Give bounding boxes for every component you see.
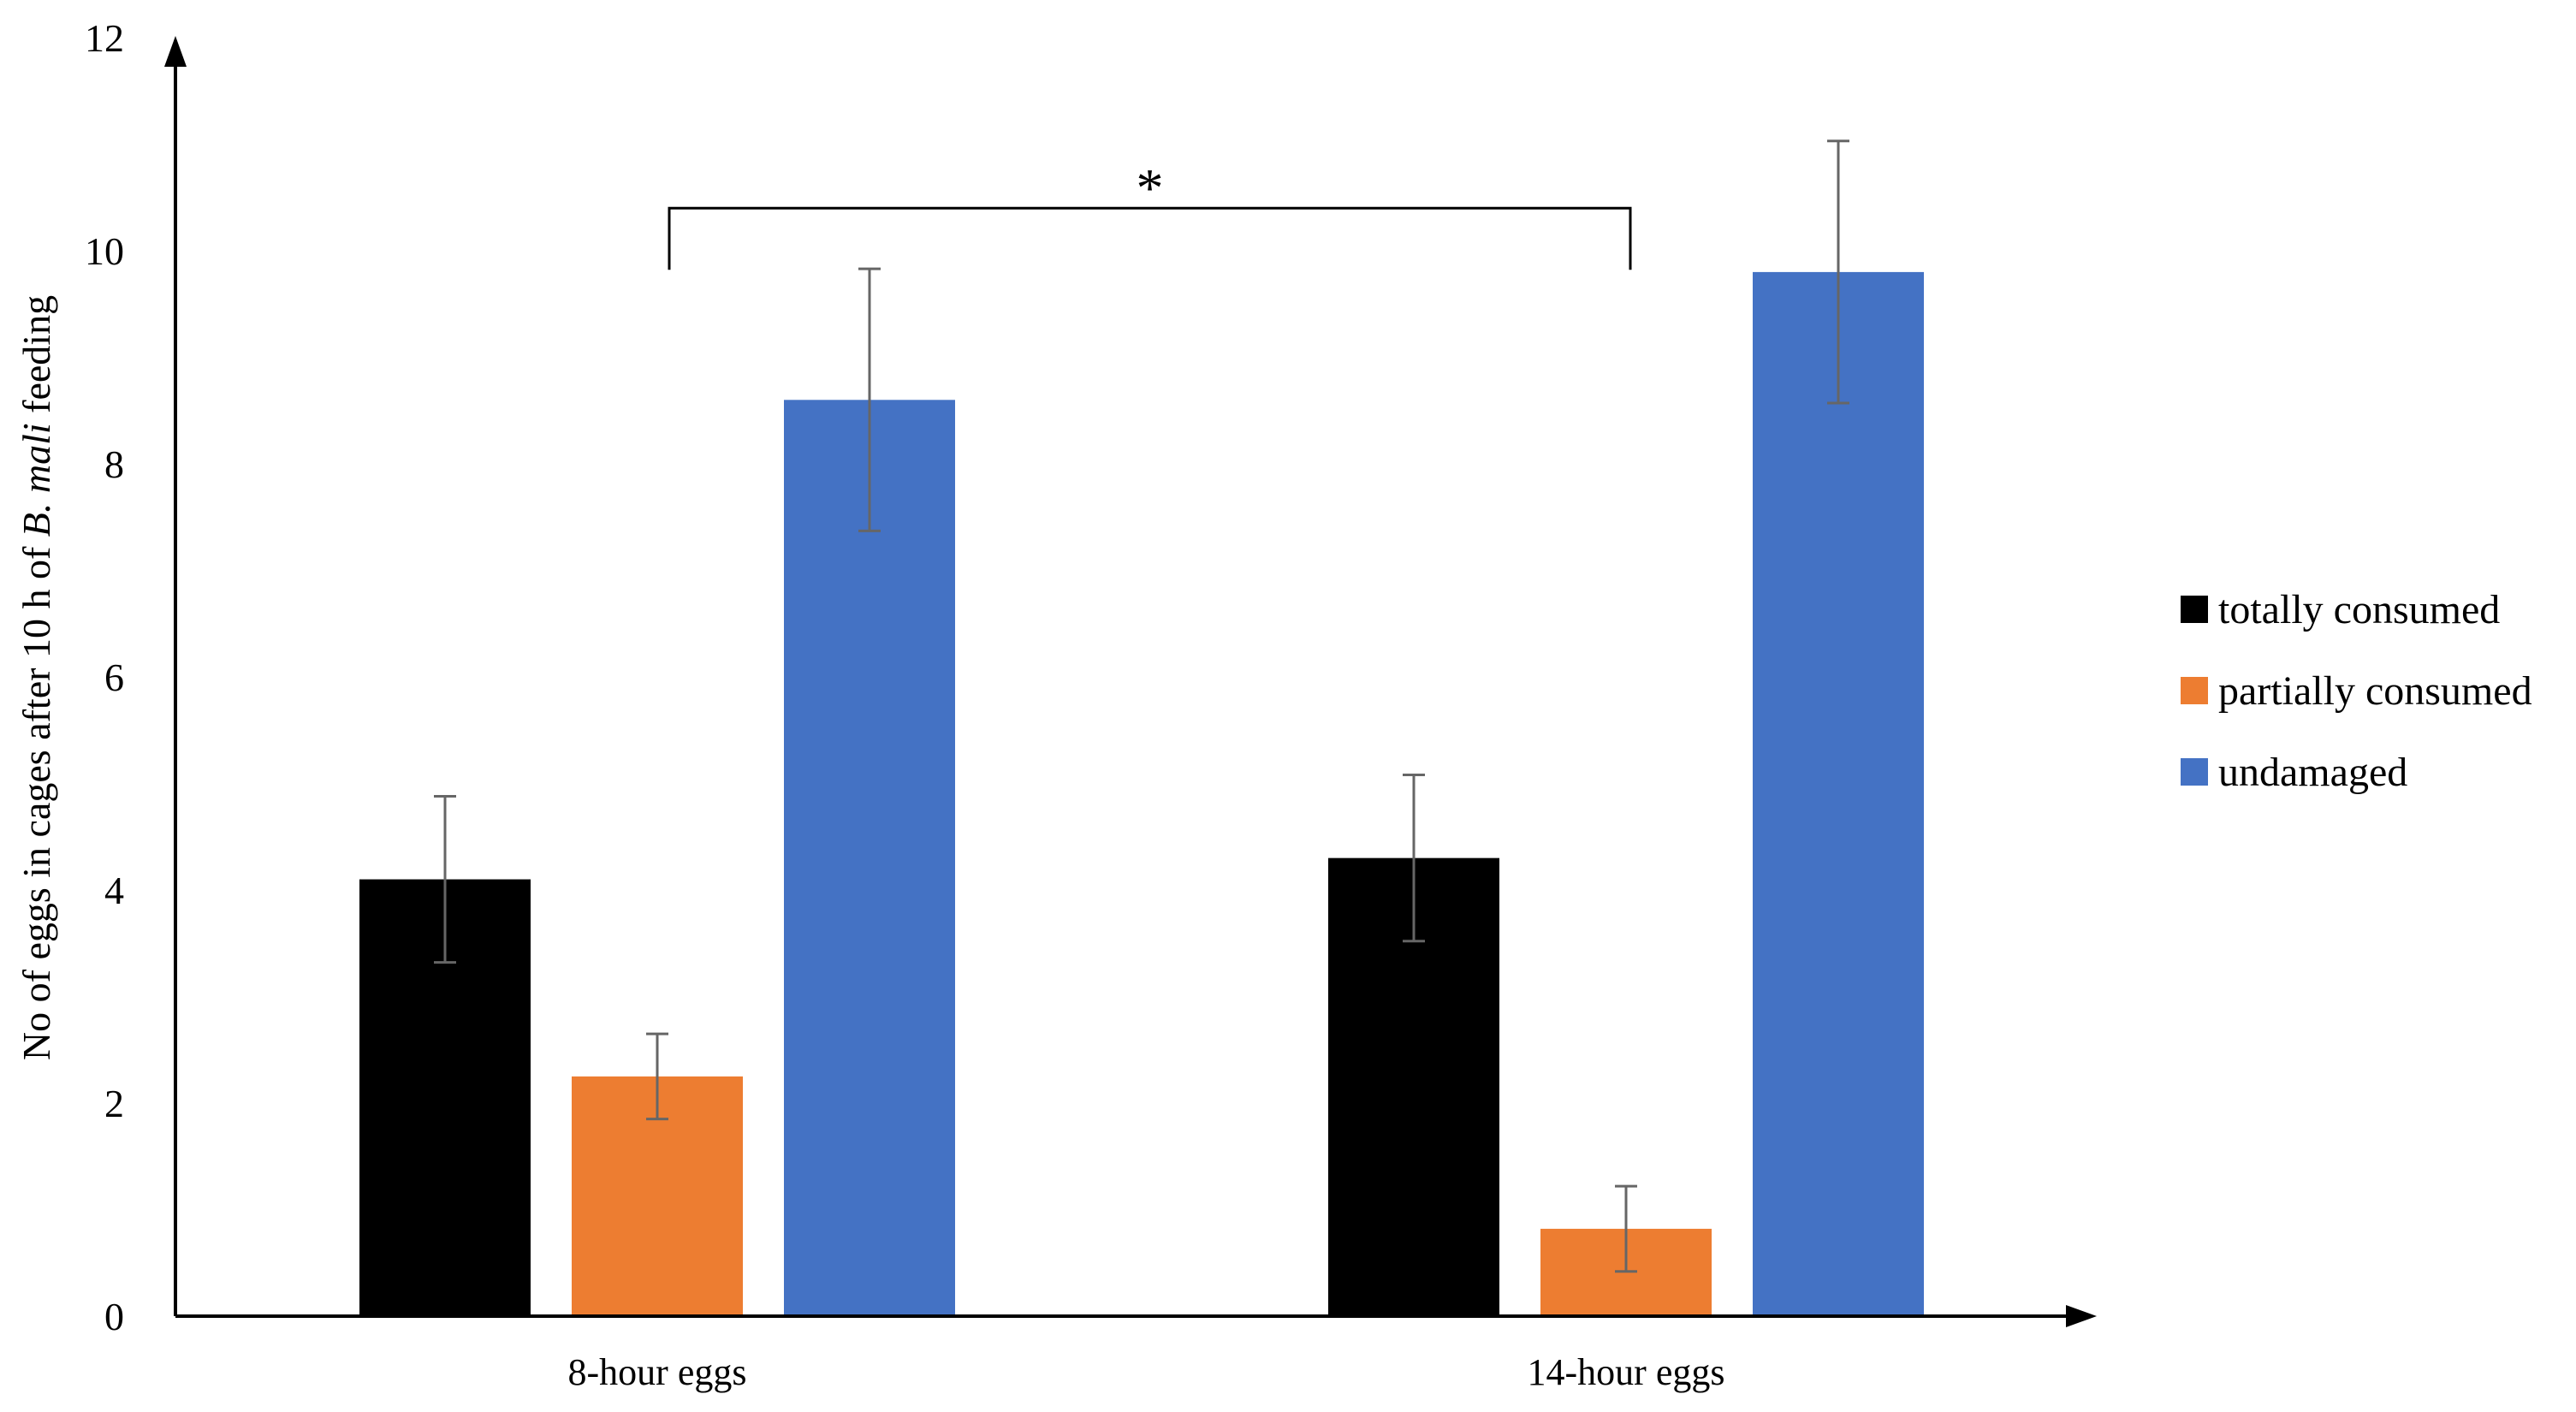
y-axis-label-species: B. mali — [15, 423, 58, 537]
x-axis-arrow — [2066, 1305, 2097, 1327]
y-tick-label: 8 — [104, 442, 124, 486]
axes — [164, 36, 2097, 1327]
legend-label-partially-consumed: partially consumed — [2218, 668, 2532, 714]
y-tick-label: 6 — [104, 656, 124, 699]
legend-swatch-partially-consumed — [2181, 677, 2208, 704]
significance-bracket — [668, 206, 1632, 270]
legend-label-totally-consumed: totally consumed — [2218, 587, 2500, 632]
bars — [359, 271, 1924, 1316]
y-tick-label: 4 — [104, 869, 124, 912]
y-tick-label: 12 — [85, 16, 124, 60]
svg-text:No of eggs in cages after 10 h: No of eggs in cages after 10 h of B. mal… — [15, 295, 58, 1060]
legend-swatch-totally-consumed — [2181, 596, 2208, 623]
y-axis-label-prefix: No of eggs in cages after 10 h of — [15, 537, 58, 1060]
error-bars — [434, 139, 1849, 1273]
y-tick-label: 10 — [85, 229, 124, 273]
legend-label-undamaged: undamaged — [2218, 750, 2407, 795]
bar-undamaged-8-hour-eggs — [784, 400, 955, 1316]
significance-annotation: * — [668, 157, 1632, 270]
y-tick-label: 0 — [104, 1295, 124, 1338]
x-category-label-8-hour-eggs: 8-hour eggs — [568, 1351, 747, 1393]
bar-undamaged-14-hour-eggs — [1753, 271, 1924, 1316]
legend-swatch-undamaged — [2181, 758, 2208, 786]
y-tick-label: 2 — [104, 1082, 124, 1125]
y-axis-arrow — [164, 36, 187, 67]
y-axis-label: No of eggs in cages after 10 h of B. mal… — [15, 295, 58, 1060]
x-category-label-14-hour-eggs: 14-hour eggs — [1528, 1351, 1725, 1393]
y-axis-label-suffix: feeding — [15, 295, 58, 423]
legend: totally consumed partially consumed undama… — [2181, 587, 2532, 795]
category-labels: 8-hour eggs 14-hour eggs — [568, 1351, 1725, 1393]
significance-star: * — [1137, 157, 1164, 218]
y-ticks: 0 2 4 6 8 10 12 — [85, 16, 124, 1338]
